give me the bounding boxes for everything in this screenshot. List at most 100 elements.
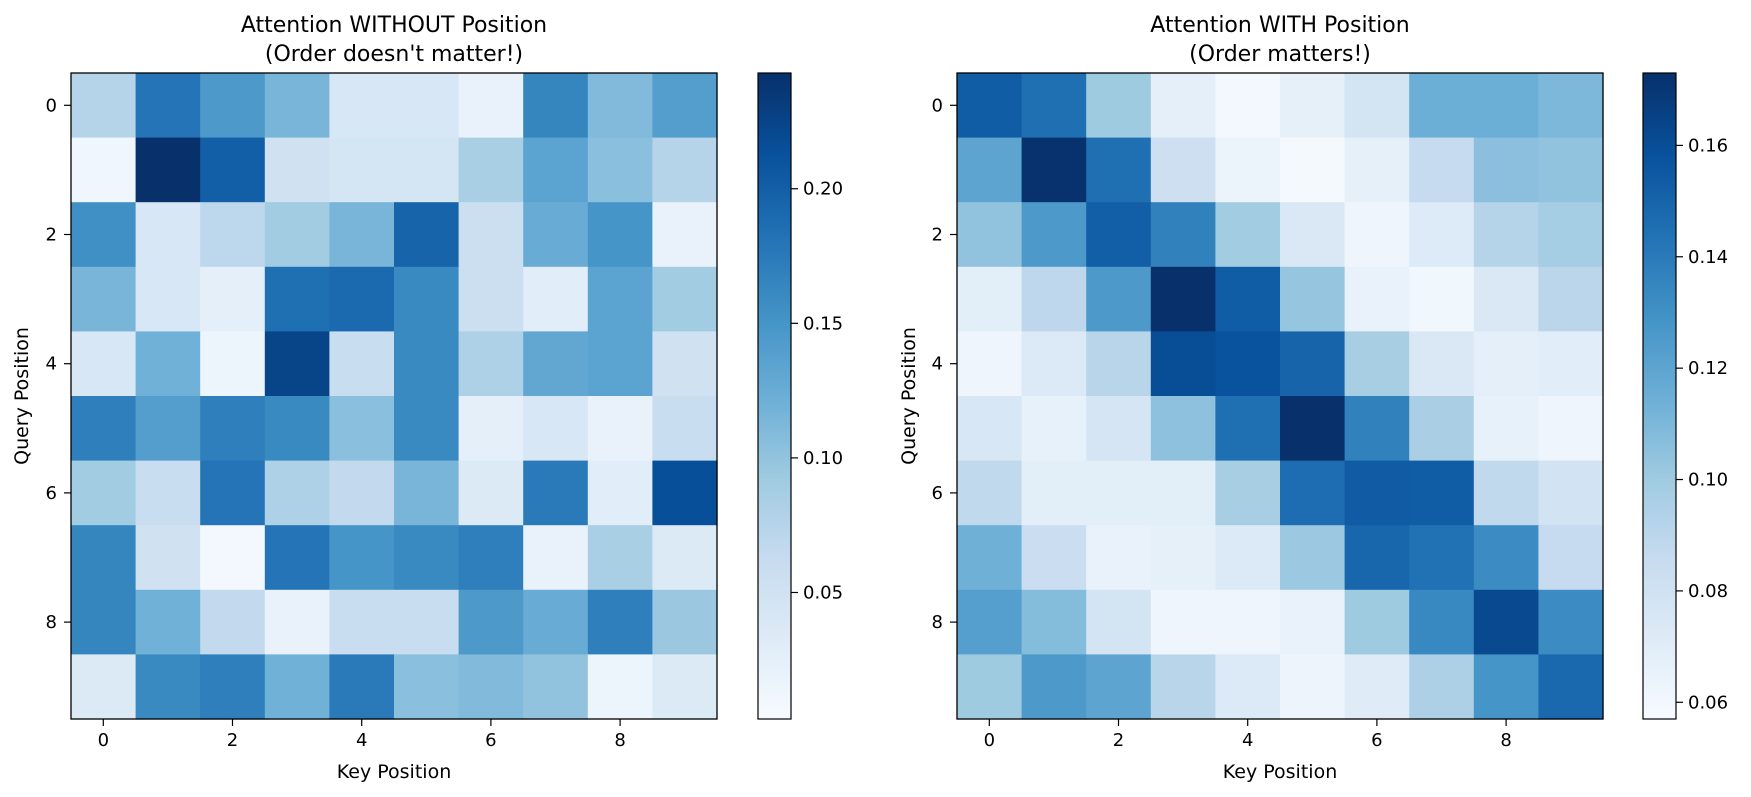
heatmap-cell-r6-c6 [1344, 460, 1410, 526]
y-tick-label: 8 [46, 612, 57, 633]
x-tick-label: 4 [356, 730, 367, 751]
heatmap-cell-r1-c5 [394, 137, 460, 203]
heatmap-cell-r4-c0 [71, 331, 137, 397]
heatmap-cell-r2-c2 [200, 202, 266, 268]
heatmap-cell-r1-c7 [1409, 137, 1475, 203]
heatmap-cell-r4-c4 [1215, 331, 1281, 397]
colorbar-tick-label: 0.15 [803, 313, 843, 334]
heatmap-cell-r1-c8 [1473, 137, 1539, 203]
heatmap-cell-r7-c2 [200, 525, 266, 591]
heatmap-cell-r2-c8 [587, 202, 653, 268]
heatmap-cell-r4-c9 [1538, 331, 1604, 397]
heatmap-cell-r6-c4 [1215, 460, 1281, 526]
heatmap-cell-r9-c9 [1538, 654, 1604, 720]
heatmap-cell-r1-c2 [1086, 137, 1152, 203]
heatmap-cell-r9-c0 [957, 654, 1023, 720]
heatmap-cell-r5-c3 [1150, 396, 1216, 462]
heatmap-cell-r1-c6 [458, 137, 524, 203]
colorbar: 0.05 0.10 0.15 0.20 [757, 72, 843, 720]
heatmap-cell-r0-c7 [1409, 73, 1475, 139]
heatmap-cell-r3-c2 [1086, 266, 1152, 332]
heatmap-cell-r7-c0 [957, 525, 1023, 591]
x-axis-label: Key Position [1223, 761, 1337, 783]
heatmap-cell-r1-c7 [523, 137, 589, 203]
heatmap-cell-r4-c8 [1473, 331, 1539, 397]
heatmap-cell-r9-c9 [652, 654, 718, 720]
heatmap-cell-r2-c3 [264, 202, 330, 268]
heatmap-cell-r8-c6 [1344, 589, 1410, 655]
heatmap-cell-r4-c2 [200, 331, 266, 397]
x-axis-ticks: 0 2 4 6 8 [984, 719, 1512, 751]
heatmap-cell-r8-c8 [587, 589, 653, 655]
heatmap-cell-r9-c5 [1280, 654, 1346, 720]
heatmap-cell-r2-c1 [135, 202, 201, 268]
colorbar-frame [757, 72, 792, 720]
heatmap-cell-r7-c7 [523, 525, 589, 591]
y-tick-label: 2 [46, 225, 57, 246]
heatmap-cell-r7-c7 [1409, 525, 1475, 591]
colorbar-tick-label: 0.12 [1688, 358, 1728, 379]
heatmap-cell-r4-c6 [458, 331, 524, 397]
heatmap-cell-r2-c0 [957, 202, 1023, 268]
heatmap-cell-r9-c6 [458, 654, 524, 720]
heatmap-cell-r7-c1 [135, 525, 201, 591]
heatmap-cell-r0-c8 [1473, 73, 1539, 139]
heatmap-cell-r9-c0 [71, 654, 137, 720]
heatmap-cells [71, 73, 718, 720]
heatmap-cell-r5-c2 [200, 396, 266, 462]
heatmap-cell-r7-c2 [1086, 525, 1152, 591]
y-tick-label: 0 [932, 95, 943, 116]
heatmap-cell-r0-c8 [587, 73, 653, 139]
heatmap-cell-r9-c8 [587, 654, 653, 720]
heatmap-cell-r8-c4 [329, 589, 395, 655]
x-tick-label: 6 [485, 730, 496, 751]
heatmap-cell-r0-c0 [957, 73, 1023, 139]
heatmap-cell-r0-c4 [1215, 73, 1281, 139]
heatmap-cell-r1-c2 [200, 137, 266, 203]
heatmap-cell-r5-c6 [1344, 396, 1410, 462]
heatmap-cell-r5-c8 [1473, 396, 1539, 462]
heatmap-cell-r2-c4 [329, 202, 395, 268]
colorbar-gradient [1643, 73, 1676, 719]
heatmap-cell-r0-c9 [652, 73, 718, 139]
heatmap-cell-r2-c5 [394, 202, 460, 268]
heatmap-cell-r8-c8 [1473, 589, 1539, 655]
heatmap-cell-r5-c5 [1280, 396, 1346, 462]
colorbar-tick-label: 0.08 [1688, 581, 1728, 602]
heatmap-cell-r6-c5 [394, 460, 460, 526]
colorbar-tick-label: 0.05 [803, 582, 843, 603]
y-tick-label: 8 [932, 612, 943, 633]
colorbar-tick-label: 0.10 [1688, 470, 1728, 491]
heatmap-cell-r8-c3 [264, 589, 330, 655]
heatmap-cell-r6-c5 [1280, 460, 1346, 526]
y-tick-label: 6 [932, 483, 943, 504]
heatmap-cell-r6-c9 [1538, 460, 1604, 526]
heatmap-cell-r9-c8 [1473, 654, 1539, 720]
heatmap-cell-r9-c5 [394, 654, 460, 720]
heatmap-cell-r4-c2 [1086, 331, 1152, 397]
y-axis-ticks: 0 2 4 6 8 [932, 95, 957, 633]
heatmap-cell-r5-c7 [523, 396, 589, 462]
x-tick-label: 0 [98, 730, 109, 751]
heatmap-cell-r8-c4 [1215, 589, 1281, 655]
x-tick-label: 8 [614, 730, 625, 751]
heatmap-cell-r6-c0 [71, 460, 137, 526]
chart-subtitle: (Order matters!) [1189, 42, 1371, 67]
heatmap-cell-r6-c2 [1086, 460, 1152, 526]
heatmap-cell-r1-c1 [1021, 137, 1087, 203]
heatmap-cell-r8-c5 [1280, 589, 1346, 655]
heatmap-cell-r8-c9 [1538, 589, 1604, 655]
heatmap-cell-r7-c5 [394, 525, 460, 591]
y-tick-label: 0 [46, 95, 57, 116]
heatmap-cell-r3-c8 [1473, 266, 1539, 332]
chart-subtitle: (Order doesn't matter!) [265, 42, 523, 67]
heatmap-cell-r8-c6 [458, 589, 524, 655]
heatmap-cell-r5-c6 [458, 396, 524, 462]
heatmap-cell-r9-c7 [523, 654, 589, 720]
y-tick-label: 4 [932, 354, 943, 375]
heatmap-cell-r2-c3 [1150, 202, 1216, 268]
heatmap-cell-r1-c9 [1538, 137, 1604, 203]
heatmap-cell-r5-c4 [329, 396, 395, 462]
heatmap-cell-r9-c6 [1344, 654, 1410, 720]
heatmap-cell-r4-c8 [587, 331, 653, 397]
